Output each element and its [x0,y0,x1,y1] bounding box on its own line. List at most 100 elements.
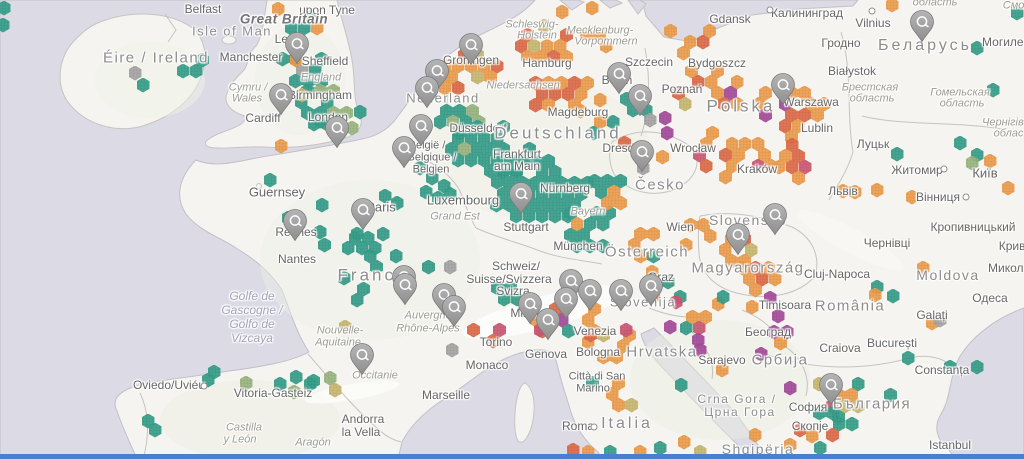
hex-cell[interactable] [601,173,614,189]
hex-cell[interactable] [390,195,404,211]
hex-cell[interactable] [596,216,610,232]
hex-cell[interactable] [826,427,839,443]
hex-cell[interactable] [696,34,710,50]
hex-cell[interactable] [677,45,690,61]
hex-cell[interactable] [419,184,433,200]
hex-cell[interactable] [599,38,613,54]
hex-cell[interactable] [327,83,340,99]
hex-cell[interactable] [555,75,568,91]
hex-cell[interactable] [443,186,457,202]
hex-cell[interactable] [943,359,957,375]
hex-cell[interactable] [684,217,697,233]
hex-cell[interactable] [315,197,329,213]
hex-cell[interactable] [732,147,745,163]
hex-cell[interactable] [706,125,719,141]
hex-cell[interactable] [564,227,577,243]
hex-cell[interactable] [521,49,534,65]
hex-cell[interactable] [851,398,865,414]
hex-cell[interactable] [697,217,710,233]
hex-cell[interactable] [477,130,491,146]
hex-cell[interactable] [464,130,478,146]
hex-cell[interactable] [315,51,328,67]
hex-cell[interactable] [370,259,383,275]
hex-cell[interactable] [691,74,705,90]
hex-cell[interactable] [581,312,595,328]
hex-cell[interactable] [762,260,775,276]
hex-cell[interactable] [798,107,811,123]
hex-cell[interactable] [503,152,517,168]
hex-cell[interactable] [301,105,314,121]
hex-cell[interactable] [553,38,567,54]
hex-cell[interactable] [751,136,765,152]
hex-cell[interactable] [693,147,706,163]
hex-cell[interactable] [715,362,729,378]
hex-cell[interactable] [685,63,698,79]
hex-cell[interactable] [315,73,328,89]
hex-cell[interactable] [561,86,575,102]
hex-cell[interactable] [772,159,786,175]
hex-cell[interactable] [612,397,625,413]
hex-cell[interactable] [353,104,367,120]
hex-cell[interactable] [590,205,603,221]
hex-cell[interactable] [548,186,562,202]
hex-cell[interactable] [471,119,484,135]
hex-cell[interactable] [890,146,904,162]
hex-cell[interactable] [535,208,549,224]
hex-cell[interactable] [585,0,599,16]
hex-cell[interactable] [514,38,528,54]
hex-cell[interactable] [586,375,599,391]
hex-cell[interactable] [509,164,523,180]
hex-cell[interactable] [568,175,581,191]
hex-cell[interactable] [785,159,799,175]
hex-cell[interactable] [755,271,769,287]
hex-cell[interactable] [783,437,797,453]
hex-cell[interactable] [274,138,288,154]
hex-cell[interactable] [983,153,997,169]
hex-cell[interactable] [813,440,827,456]
hex-cell[interactable] [542,175,555,191]
hex-cell[interactable] [542,75,555,91]
hex-cell[interactable] [542,197,555,213]
hex-cell[interactable] [778,118,792,134]
hex-cell[interactable] [271,1,285,17]
hex-cell[interactable] [497,141,510,157]
hex-cell[interactable] [564,205,577,221]
hex-cell[interactable] [647,226,660,242]
hex-cell[interactable] [836,183,850,199]
hex-cell[interactable] [471,141,484,157]
hex-cell[interactable] [295,87,309,103]
hex-cell[interactable] [724,85,737,101]
hex-cell[interactable] [521,27,534,43]
hex-cell[interactable] [537,18,551,34]
hex-cell[interactable] [341,240,355,256]
hex-cell[interactable] [738,136,752,152]
hex-cell[interactable] [868,287,882,303]
hex-cell[interactable] [433,114,447,130]
hex-cell[interactable] [337,270,351,286]
hex-cell[interactable] [295,62,309,78]
hex-cell[interactable] [445,342,459,358]
hex-cell[interactable] [425,170,439,186]
hex-cell[interactable] [314,83,327,99]
hex-cell[interactable] [581,75,594,91]
hex-cell[interactable] [614,173,627,189]
hex-cell[interactable] [580,27,593,43]
hex-cell[interactable] [754,346,768,362]
hex-cell[interactable] [555,4,569,20]
hex-cell[interactable] [593,92,607,108]
hex-cell[interactable] [901,350,915,366]
hex-cell[interactable] [486,333,500,349]
hex-cell[interactable] [683,34,697,50]
hex-cell[interactable] [562,323,575,339]
hex-cell[interactable] [529,153,542,169]
hex-cell[interactable] [970,359,984,375]
hex-cell[interactable] [574,186,588,202]
hex-cell[interactable] [677,434,691,450]
hex-cell[interactable] [606,114,620,130]
hex-cell[interactable] [189,63,203,79]
hex-cell[interactable] [304,9,317,25]
hex-cell[interactable] [583,216,597,232]
hex-cell[interactable] [618,135,631,151]
hex-cell[interactable] [446,114,460,130]
hex-cell[interactable] [749,260,762,276]
